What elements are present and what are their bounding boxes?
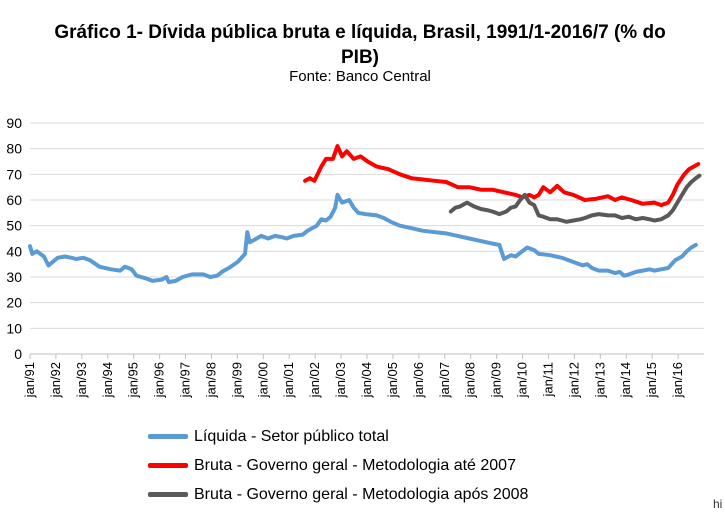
legend-swatch-liquida bbox=[148, 434, 188, 439]
y-tick-label: 60 bbox=[6, 192, 22, 208]
legend-label-bruta-ate-2007: Bruta - Governo geral - Metodologia até … bbox=[194, 456, 516, 474]
x-tick-label: jan/00 bbox=[255, 362, 270, 398]
legend-swatch-bruta-apos-2008 bbox=[148, 492, 188, 497]
x-tick-label: jan/04 bbox=[359, 362, 374, 398]
chart-source: Fonte: Banco Central bbox=[289, 68, 431, 85]
x-tick-label: jan/98 bbox=[203, 362, 218, 398]
x-tick-label: jan/10 bbox=[515, 362, 530, 398]
y-tick-label: 10 bbox=[6, 320, 22, 336]
legend-label-liquida: Líquida - Setor público total bbox=[194, 427, 389, 445]
y-tick-label: 0 bbox=[14, 346, 22, 362]
x-tick-label: jan/02 bbox=[307, 362, 322, 398]
x-tick-label: jan/01 bbox=[281, 362, 296, 398]
y-axis: 0 10 20 30 40 50 60 70 80 90 bbox=[6, 115, 22, 362]
series-line-0 bbox=[28, 192, 698, 285]
y-tick-label: 70 bbox=[6, 166, 22, 182]
x-tick-label: jan/92 bbox=[48, 362, 63, 398]
y-tick-label: 90 bbox=[6, 115, 22, 131]
legend: Líquida - Setor público total Bruta - Go… bbox=[148, 422, 528, 509]
y-tick-label: 30 bbox=[6, 269, 22, 285]
x-tick-label: jan/06 bbox=[411, 362, 426, 398]
legend-item-bruta-ate-2007: Bruta - Governo geral - Metodologia até … bbox=[148, 451, 528, 480]
x-tick-label: jan/03 bbox=[333, 362, 348, 398]
x-tick-label: jan/97 bbox=[178, 362, 193, 398]
x-tick-label: jan/93 bbox=[74, 362, 89, 398]
y-tick-label: 80 bbox=[6, 141, 22, 157]
gridlines bbox=[30, 122, 704, 355]
x-tick-label: jan/96 bbox=[152, 362, 167, 398]
x-tick-label: jan/16 bbox=[670, 362, 685, 398]
x-tick-label: jan/95 bbox=[126, 362, 141, 398]
series-line-1 bbox=[303, 144, 701, 208]
x-tick-label: jan/14 bbox=[618, 362, 633, 398]
legend-label-bruta-apos-2008: Bruta - Governo geral - Metodologia após… bbox=[194, 485, 529, 503]
y-tick-label: 40 bbox=[6, 243, 22, 259]
x-tick-label: jan/11 bbox=[540, 362, 555, 397]
corner-mark: hi bbox=[713, 497, 723, 511]
y-tick-label: 50 bbox=[6, 218, 22, 234]
chart-title: Gráfico 1- Dívida pública bruta e líquid… bbox=[54, 22, 666, 68]
x-tick-label: jan/94 bbox=[100, 362, 115, 398]
x-tick-label: jan/05 bbox=[385, 362, 400, 398]
series-line-2 bbox=[448, 173, 702, 224]
x-tick-label: jan/07 bbox=[437, 362, 452, 398]
series-lines bbox=[28, 144, 702, 285]
x-tick-label: jan/08 bbox=[463, 362, 478, 398]
x-tick-label: jan/13 bbox=[592, 362, 607, 398]
x-tick-label: jan/12 bbox=[566, 362, 581, 398]
y-tick-label: 20 bbox=[6, 295, 22, 311]
x-axis: jan/91 jan/92 jan/93 jan/94 jan/95 jan/96 jan/… bbox=[22, 354, 685, 398]
legend-swatch-bruta-ate-2007 bbox=[148, 463, 188, 468]
legend-item-bruta-apos-2008: Bruta - Governo geral - Metodologia após… bbox=[148, 480, 528, 509]
x-tick-label: jan/99 bbox=[229, 362, 244, 398]
legend-item-liquida: Líquida - Setor público total bbox=[148, 422, 528, 451]
x-tick-label: jan/91 bbox=[22, 362, 37, 398]
x-tick-label: jan/09 bbox=[489, 362, 504, 398]
x-tick-label: jan/15 bbox=[644, 362, 659, 398]
